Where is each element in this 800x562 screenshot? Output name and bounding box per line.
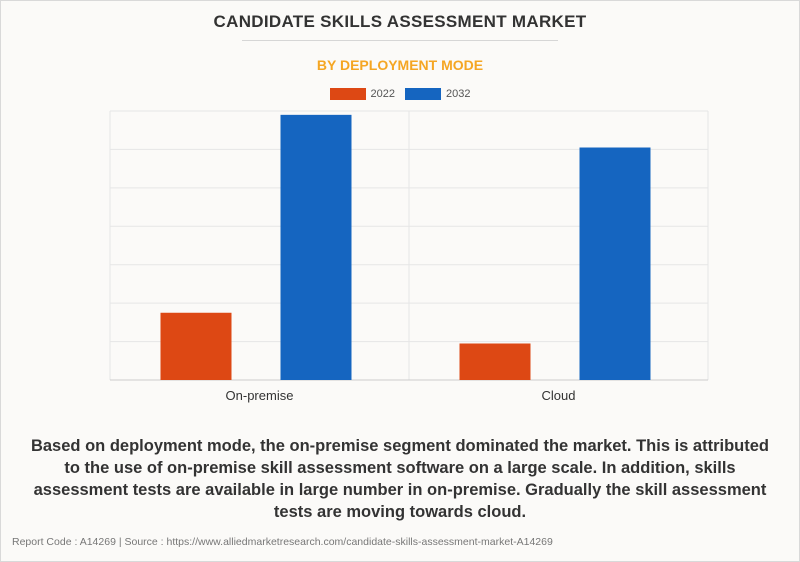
legend-label-2032: 2032 <box>446 88 471 100</box>
legend-swatch-2022 <box>329 88 366 100</box>
legend-swatch-2032 <box>405 88 441 100</box>
legend-item-2022[interactable]: 2022 <box>329 88 395 100</box>
legend-label-2022: 2022 <box>370 88 395 100</box>
chart-caption: Based on deployment mode, the on-premise… <box>30 437 770 521</box>
bar-on-premise-2032 <box>280 114 352 380</box>
title-divider <box>242 40 558 41</box>
x-tick-label-cloud: Cloud <box>542 388 576 403</box>
bar-on-premise-2022 <box>160 312 232 380</box>
legend: 2022 2032 <box>0 88 800 100</box>
x-tick-label-on-premise: On-premise <box>226 388 294 403</box>
bar-chart: On-premise Cloud <box>109 110 709 403</box>
chart-title: CANDIDATE SKILLS ASSESSMENT MARKET <box>213 12 587 31</box>
chart-subtitle: BY DEPLOYMENT MODE <box>316 57 484 73</box>
bar-cloud-2032 <box>579 147 651 380</box>
bar-cloud-2022 <box>459 343 531 380</box>
legend-item-2032[interactable]: 2032 <box>405 88 470 100</box>
source-footer: Report Code : A14269 | Source : https://… <box>12 536 553 548</box>
